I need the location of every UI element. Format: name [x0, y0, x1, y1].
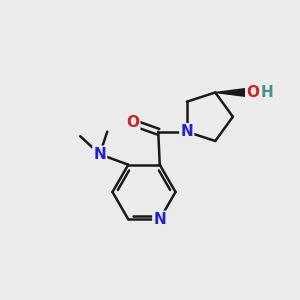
Text: N: N: [153, 212, 166, 227]
Text: H: H: [260, 85, 273, 100]
Polygon shape: [215, 88, 248, 97]
Text: O: O: [126, 115, 139, 130]
Text: N: N: [93, 147, 106, 162]
Text: N: N: [180, 124, 193, 139]
Text: O: O: [246, 85, 259, 100]
